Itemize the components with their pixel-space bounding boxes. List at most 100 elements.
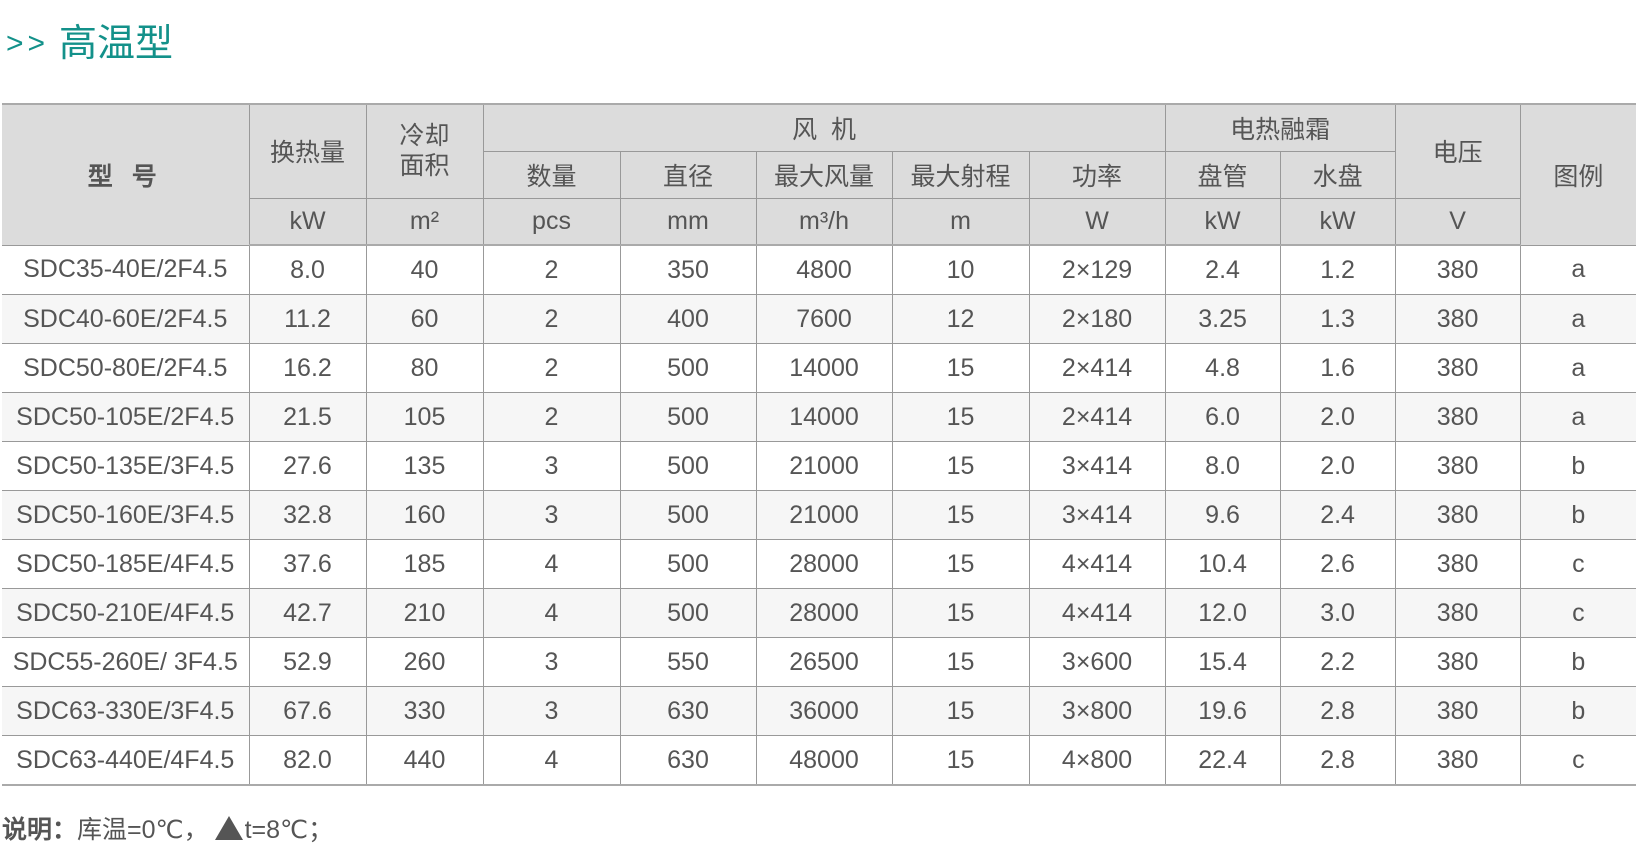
cell-coil: 22.4 [1164, 735, 1281, 786]
cell-power: 2×414 [1028, 343, 1166, 393]
table-row: SDC55-260E/ 3F4.5 52.9 260 3 550 26500 15 3×600… [2, 637, 1636, 687]
cell-legend: a [1519, 294, 1636, 344]
cell-power: 3×600 [1028, 637, 1166, 687]
cell-heat-exchange: 21.5 [248, 392, 367, 442]
cell-voltage: 380 [1394, 392, 1521, 442]
table-row: SDC50-80E/2F4.5 16.2 80 2 500 14000 15 2×414 4.8… [2, 343, 1636, 393]
cell-max-throw: 15 [891, 588, 1030, 638]
cell-drip-tray: 2.8 [1279, 735, 1396, 786]
cell-voltage: 380 [1394, 637, 1521, 687]
cell-power: 4×414 [1028, 539, 1166, 589]
cell-legend: b [1519, 637, 1636, 687]
unit-fan-count: pcs [482, 197, 621, 246]
cell-drip-tray: 1.3 [1279, 294, 1396, 344]
cell-coil: 10.4 [1164, 539, 1281, 589]
cell-voltage: 380 [1394, 343, 1521, 393]
header-model: 型 号 [2, 103, 250, 246]
table-row: SDC63-330E/3F4.5 67.6 330 3 630 36000 15 3×800 1… [2, 686, 1636, 736]
table-row: SDC50-135E/3F4.5 27.6 135 3 500 21000 15 3×414 8… [2, 441, 1636, 491]
unit-max-throw: m [891, 197, 1030, 246]
cell-fan-diameter: 630 [619, 735, 757, 786]
footnote-text-1: 库温=0℃， [77, 816, 209, 844]
cell-coil: 3.25 [1164, 294, 1281, 344]
cell-max-throw: 15 [891, 637, 1030, 687]
cell-voltage: 380 [1394, 294, 1521, 344]
cell-fan-count: 3 [482, 686, 621, 736]
cell-fan-count: 2 [482, 392, 621, 442]
cell-fan-count: 3 [482, 637, 621, 687]
cell-coil: 19.6 [1164, 686, 1281, 736]
cell-power: 3×414 [1028, 490, 1166, 540]
header-max-airflow: 最大风量 [755, 150, 893, 199]
cell-model: SDC40-60E/2F4.5 [2, 294, 250, 344]
cell-max-throw: 15 [891, 343, 1030, 393]
cell-legend: b [1519, 441, 1636, 491]
cell-fan-count: 3 [482, 441, 621, 491]
cell-power: 3×414 [1028, 441, 1166, 491]
unit-voltage: V [1394, 197, 1521, 246]
unit-cooling-area: m² [365, 197, 484, 246]
header-cooling-area: 冷却面积 [365, 103, 484, 199]
cell-model: SDC35-40E/2F4.5 [2, 244, 250, 295]
cell-max-airflow: 14000 [755, 392, 893, 442]
cell-voltage: 380 [1394, 588, 1521, 638]
cell-coil: 9.6 [1164, 490, 1281, 540]
cell-legend: a [1519, 392, 1636, 442]
header-max-throw: 最大射程 [891, 150, 1030, 199]
cell-drip-tray: 1.6 [1279, 343, 1396, 393]
cell-cooling-area: 210 [365, 588, 484, 638]
header-power: 功率 [1028, 150, 1166, 199]
cell-model: SDC50-210E/4F4.5 [2, 588, 250, 638]
cell-heat-exchange: 37.6 [248, 539, 367, 589]
header-heat-exchange: 换热量 [248, 103, 367, 199]
cell-model: SDC63-330E/3F4.5 [2, 686, 250, 736]
cell-max-airflow: 21000 [755, 441, 893, 491]
cell-heat-exchange: 82.0 [248, 735, 367, 786]
cell-cooling-area: 40 [365, 244, 484, 295]
cell-voltage: 380 [1394, 539, 1521, 589]
header-fan-diameter: 直径 [619, 150, 757, 199]
cell-fan-count: 2 [482, 244, 621, 295]
cell-drip-tray: 2.4 [1279, 490, 1396, 540]
cell-max-throw: 15 [891, 686, 1030, 736]
cell-power: 4×800 [1028, 735, 1166, 786]
double-chevron-icon: >> [6, 27, 50, 60]
cell-legend: c [1519, 735, 1636, 786]
cell-coil: 4.8 [1164, 343, 1281, 393]
cell-drip-tray: 2.0 [1279, 441, 1396, 491]
cell-max-throw: 10 [891, 244, 1030, 295]
cell-max-airflow: 14000 [755, 343, 893, 393]
cell-max-airflow: 26500 [755, 637, 893, 687]
cell-max-throw: 15 [891, 490, 1030, 540]
cell-heat-exchange: 52.9 [248, 637, 367, 687]
cell-heat-exchange: 32.8 [248, 490, 367, 540]
header-voltage: 电压 [1394, 103, 1521, 199]
cell-power: 2×180 [1028, 294, 1166, 344]
header-defrost-group: 电热融霜 [1164, 103, 1396, 152]
cell-coil: 6.0 [1164, 392, 1281, 442]
cell-legend: a [1519, 343, 1636, 393]
cell-model: SDC50-105E/2F4.5 [2, 392, 250, 442]
cell-cooling-area: 330 [365, 686, 484, 736]
cell-max-throw: 15 [891, 441, 1030, 491]
spec-table: 型 号 换热量 冷却面积 风 机 电热融霜 电压 图例 数量 直径 最大风量 最… [2, 103, 1636, 786]
cell-fan-count: 4 [482, 735, 621, 786]
table-row: SDC50-160E/3F4.5 32.8 160 3 500 21000 15 3×414 9… [2, 490, 1636, 540]
cell-model: SDC50-160E/3F4.5 [2, 490, 250, 540]
cell-legend: a [1519, 244, 1636, 295]
cell-cooling-area: 80 [365, 343, 484, 393]
cell-power: 2×129 [1028, 244, 1166, 295]
cell-fan-diameter: 500 [619, 441, 757, 491]
footnote: 说明：库温=0℃， t=8℃； [2, 810, 333, 846]
cell-coil: 2.4 [1164, 244, 1281, 295]
cell-fan-diameter: 400 [619, 294, 757, 344]
unit-max-airflow: m³/h [755, 197, 893, 246]
table-row: SDC40-60E/2F4.5 11.2 60 2 400 7600 12 2×180 3.25… [2, 294, 1636, 344]
cell-max-airflow: 28000 [755, 539, 893, 589]
table-body: SDC35-40E/2F4.5 8.0 40 2 350 4800 10 2×129 2.4 1.… [2, 244, 1636, 786]
cell-cooling-area: 160 [365, 490, 484, 540]
cell-max-throw: 15 [891, 392, 1030, 442]
cell-cooling-area: 60 [365, 294, 484, 344]
cell-model: SDC55-260E/ 3F4.5 [2, 637, 250, 687]
cell-cooling-area: 105 [365, 392, 484, 442]
